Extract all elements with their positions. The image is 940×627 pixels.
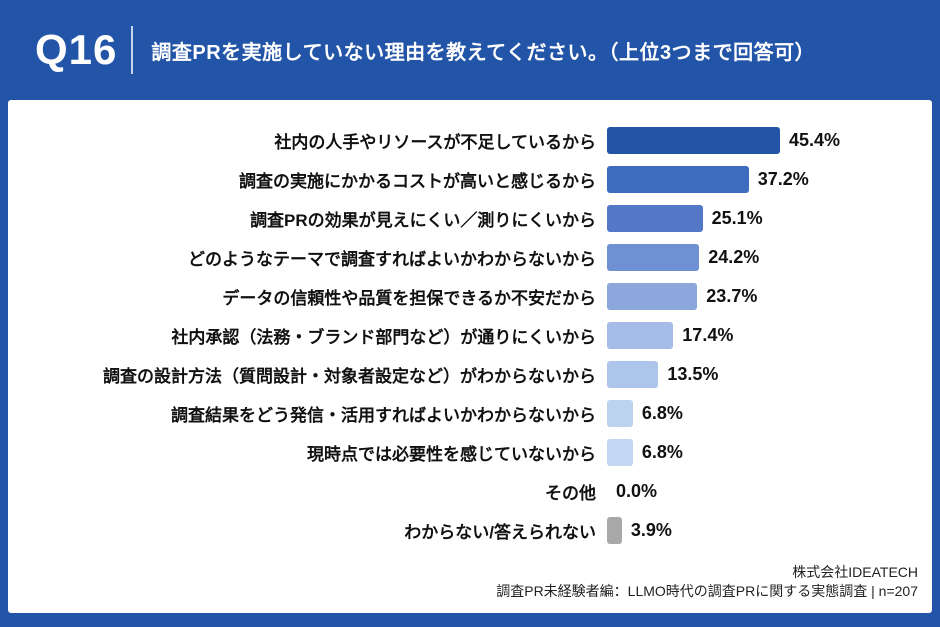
bar-label: 社内の人手やリソースが不足しているから (274, 133, 596, 152)
bar-value: 45.4% (789, 130, 841, 150)
chart-row: 調査結果をどう発信・活用すればよいかわからないから 6.8% (8, 394, 932, 433)
bar (607, 400, 633, 427)
bar (607, 517, 622, 544)
bar (607, 361, 659, 388)
bar-value: 24.2% (708, 247, 760, 267)
bar-label: その他 (545, 484, 596, 503)
bar-label: 調査の設計方法（質問設計・対象者設定など）がわからないから (103, 367, 596, 386)
bar-label: 調査PRの効果が見えにくい／測りにくいから (250, 211, 596, 230)
company-name: 株式会社IDEATECH (792, 564, 918, 580)
source-note: 株式会社IDEATECH 調査PR未経験者編：LLMO時代の調査PRに関する実態… (496, 563, 918, 601)
bar-label: わからない/答えられない (404, 523, 596, 542)
bar-label: 調査結果をどう発信・活用すればよいかわからないから (171, 406, 596, 425)
bar-value: 17.4% (682, 325, 734, 345)
bar-value: 13.5% (667, 364, 719, 384)
bar-value: 37.2% (757, 169, 809, 189)
chart-row: 社内の人手やリソースが不足しているから 45.4% (8, 121, 932, 160)
bar-label: データの信頼性や品質を担保できるか不安だから (222, 289, 596, 308)
chart-row: 調査PRの効果が見えにくい／測りにくいから 25.1% (8, 199, 932, 238)
bar-value: 3.9% (630, 520, 672, 540)
bar (607, 166, 749, 193)
bar (607, 205, 703, 232)
bar-value: 6.8% (641, 403, 683, 423)
chart-row: データの信頼性や品質を担保できるか不安だから 23.7% (8, 277, 932, 316)
bar-label: どのようなテーマで調査すればよいかわからないから (188, 250, 596, 269)
chart-row: 現時点では必要性を感じていないから 6.8% (8, 433, 932, 472)
bar (607, 244, 700, 271)
chart-row: その他 0.0% (8, 472, 932, 511)
chart-panel: 社内の人手やリソースが不足しているから 45.4% 調査の実施にかかるコストが高いと… (8, 100, 932, 613)
bar-value: 6.8% (641, 442, 683, 462)
bar-label: 社内承認（法務・ブランド部門など）が通りにくいから (171, 328, 596, 347)
question-number: Q16 (35, 26, 118, 73)
bar (607, 127, 780, 154)
header-divider (131, 26, 134, 74)
chart-row: どのようなテーマで調査すればよいかわからないから 24.2% (8, 238, 932, 277)
chart-row: 調査の設計方法（質問設計・対象者設定など）がわからないから 13.5% (8, 355, 932, 394)
bar (607, 322, 674, 349)
chart-row: わからない/答えられない 3.9% (8, 511, 932, 550)
bar-value: 23.7% (706, 286, 758, 306)
bar (607, 283, 698, 310)
survey-source: 調査PR未経験者編：LLMO時代の調査PRに関する実態調査 | n=207 (496, 583, 918, 599)
question-banner: Q16 調査PRを実施していない理由を教えてください。（上位3つまで回答可） (0, 0, 940, 100)
chart-row: 調査の実施にかかるコストが高いと感じるから 37.2% (8, 160, 932, 199)
bar-label: 調査の実施にかかるコストが高いと感じるから (239, 172, 596, 191)
bar-value: 25.1% (711, 208, 763, 228)
chart-rows: 社内の人手やリソースが不足しているから 45.4% 調査の実施にかかるコストが高いと… (8, 100, 932, 550)
bar-value: 0.0% (616, 481, 658, 501)
question-title: 調査PRを実施していない理由を教えてください。（上位3つまで回答可） (151, 41, 816, 64)
bar (607, 439, 633, 466)
chart-row: 社内承認（法務・ブランド部門など）が通りにくいから 17.4% (8, 316, 932, 355)
bar-label: 現時点では必要性を感じていないから (307, 445, 596, 464)
